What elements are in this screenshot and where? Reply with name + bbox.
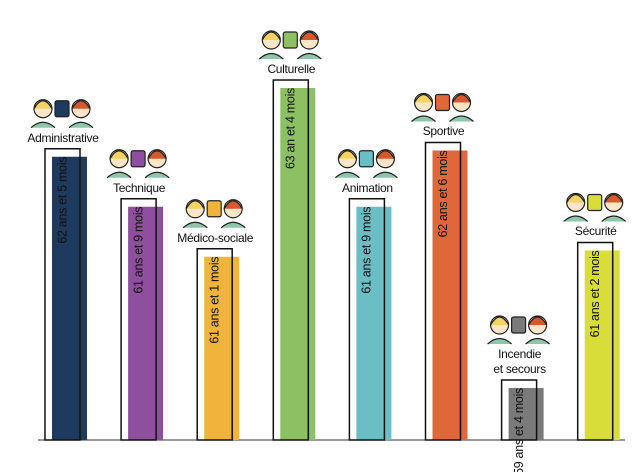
icon (528, 316, 548, 326)
icon (71, 100, 91, 110)
icon (525, 337, 551, 345)
icon (147, 150, 167, 160)
bar (52, 156, 87, 440)
value-label: 62 ans et 6 mois (436, 150, 450, 237)
icon (109, 150, 129, 160)
value-label: 59 ans et 4 mois (512, 388, 526, 472)
icon (30, 121, 56, 129)
icon (185, 200, 205, 210)
icon (282, 31, 298, 49)
icon (206, 200, 222, 218)
icon (490, 316, 510, 326)
icon (334, 171, 360, 179)
icon (601, 215, 627, 222)
value-label: 61 ans et 9 mois (131, 207, 145, 294)
icon (413, 93, 434, 103)
bar (280, 88, 316, 440)
icon (337, 150, 357, 160)
icon (299, 31, 319, 41)
icon (33, 100, 53, 110)
icon (566, 193, 586, 203)
icon (587, 193, 603, 212)
value-label: 61 ans et 9 mois (360, 207, 374, 294)
bar (356, 206, 392, 440)
bar-outline (348, 197, 386, 441)
bar-outline (120, 197, 157, 441)
icon (604, 193, 624, 203)
icon (563, 215, 589, 222)
icon (54, 100, 70, 118)
icon (144, 171, 170, 179)
category-label: Technique (113, 180, 166, 195)
bar-outline (576, 241, 614, 441)
bar-outline (424, 141, 462, 441)
value-label: 63 an et 4 mois (284, 88, 298, 169)
bar (204, 256, 240, 440)
bar-outline (272, 79, 310, 441)
bar-outline (44, 147, 81, 441)
bar (508, 388, 544, 440)
icon (375, 150, 395, 160)
icon (261, 31, 281, 41)
icon (434, 93, 451, 112)
icon (511, 316, 527, 334)
icon (220, 221, 246, 229)
category-label: Incendie et secours (493, 347, 546, 376)
icon (130, 150, 146, 168)
category-label: Culturelle (267, 62, 316, 76)
icon (182, 221, 208, 229)
bar (128, 206, 164, 440)
bar-outline (500, 379, 538, 441)
icon (358, 150, 374, 168)
bar (584, 250, 620, 440)
value-label: 61 ans et 1 mois (207, 257, 221, 344)
icon (449, 115, 474, 122)
icon (411, 115, 436, 122)
category-label: Administrative (27, 130, 99, 145)
icon (372, 171, 398, 179)
bar-outline (196, 248, 233, 441)
icon (106, 171, 132, 179)
icon (223, 200, 243, 210)
bar (432, 150, 468, 440)
icon (296, 52, 322, 60)
icon (451, 93, 472, 103)
category-label: Médico-sociale (177, 230, 254, 245)
category-label: Animation (342, 180, 393, 195)
category-label: Sportive (422, 124, 465, 139)
value-label: 61 ans et 2 mois (588, 250, 602, 337)
icon (258, 52, 284, 60)
icon (68, 121, 94, 129)
value-label: 62 ans et 5 mois (55, 157, 69, 244)
icon (487, 337, 513, 345)
category-label: Sécurité (574, 224, 617, 239)
